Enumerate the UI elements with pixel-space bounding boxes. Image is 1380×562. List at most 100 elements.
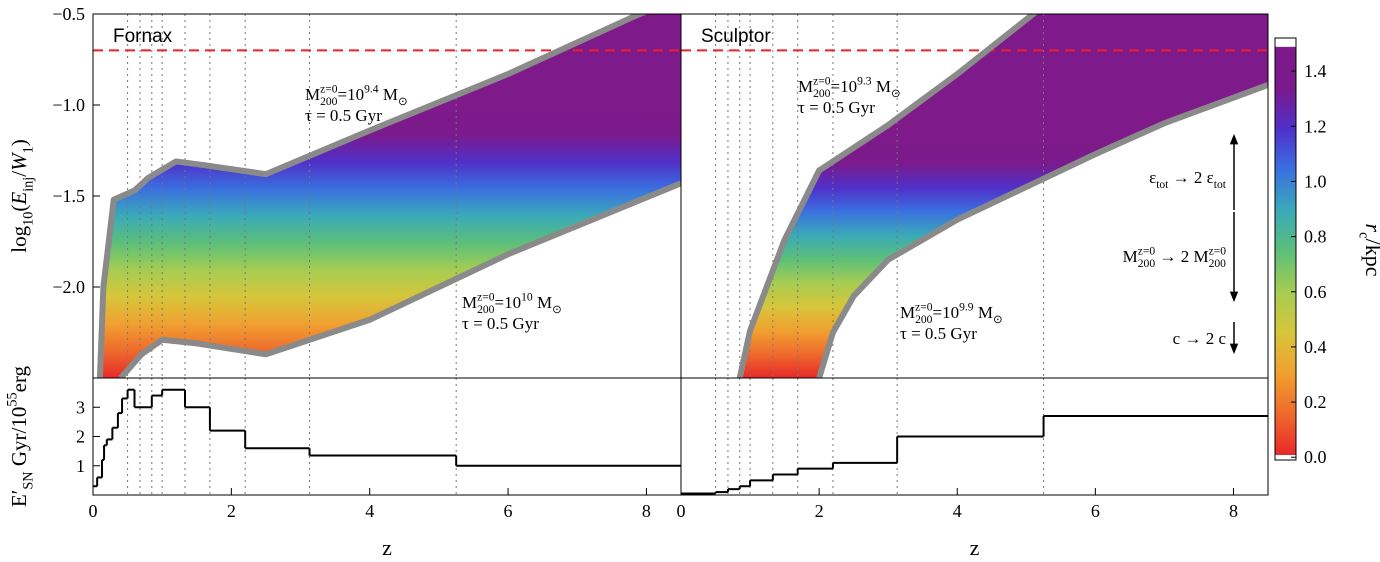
text-part: =10 (495, 293, 522, 312)
annotation-text: ε tot → 2 ε tot (1149, 168, 1227, 191)
text-part: inj (20, 177, 36, 192)
text-part: E′ (7, 490, 31, 507)
text-part: =10 (338, 85, 365, 104)
x-tick-label: 6 (504, 501, 513, 521)
text-part: → 2 ε (1168, 168, 1213, 187)
colorbar-tick-label: 0.0 (1304, 447, 1327, 467)
text-part: 200 (813, 87, 831, 100)
annotation: τ = 0.5 Gyr (900, 324, 977, 343)
x-tick-label: 8 (1229, 501, 1238, 521)
annotation: τ = 0.5 Gyr (305, 106, 382, 125)
x-tick-label: 4 (953, 501, 962, 521)
boundary-line (736, 14, 1039, 378)
colorbar-tick-label: 1.2 (1304, 116, 1327, 136)
text-part: ) (7, 139, 31, 146)
x-tick-label: 0 (677, 501, 686, 521)
text-part: 9.4 (364, 82, 379, 95)
text-part: z=0 (1138, 244, 1156, 257)
text-part: ⊙ (891, 87, 901, 100)
text-part: tot (1214, 178, 1227, 191)
text-part: M (533, 293, 552, 312)
text-part: 9.9 (959, 300, 974, 313)
text-part: M (798, 77, 813, 96)
y-tick-label: 1 (76, 456, 85, 476)
text-part: 55 (5, 392, 21, 406)
text-part: =10 (933, 303, 960, 322)
step-riser (714, 416, 1045, 494)
colorbar-tick-label: 0.2 (1304, 392, 1327, 412)
y-tick-label: 3 (76, 397, 85, 417)
text-part: M (305, 85, 320, 104)
annotation-text: τ = 0.5 Gyr (798, 98, 875, 117)
annotation: τ = 0.5 Gyr (462, 314, 539, 333)
annotation-text: τ = 0.5 Gyr (900, 324, 977, 343)
panel (93, 14, 681, 378)
x-tick-label: 6 (1091, 501, 1100, 521)
colored-region (739, 14, 1268, 378)
text-part: M (900, 303, 915, 322)
text-part: τ = 0.5 Gyr (900, 324, 977, 343)
colorbar-tick-label: 0.8 (1304, 227, 1327, 247)
text-part: c (1355, 232, 1371, 239)
text-part: → 2 M (1155, 247, 1208, 266)
text-part: /kpc (1361, 239, 1380, 277)
colorbar-tick-label: 0.6 (1304, 282, 1327, 302)
text-part: τ = 0.5 Gyr (305, 106, 382, 125)
y-tick-label: 2 (76, 427, 85, 447)
x-tick-label: 4 (365, 501, 374, 521)
text-part: M (872, 77, 891, 96)
text-part: 10 (20, 212, 36, 226)
text-part: ( (7, 205, 31, 212)
boundary-line (118, 180, 681, 378)
text-part: ⊙ (398, 95, 408, 108)
text-part: M (462, 293, 477, 312)
text-part: 200 (1138, 257, 1156, 270)
annotation-text: τ = 0.5 Gyr (462, 314, 539, 333)
text-part: 200 (477, 303, 495, 316)
text-part: ⊙ (993, 313, 1003, 326)
colored-region (99, 14, 681, 378)
panel-title: Fornax (113, 26, 173, 47)
text-part: M (379, 85, 398, 104)
text-part: 200 (915, 313, 933, 326)
colorbar-tick-label: 1.0 (1304, 171, 1327, 191)
text-part: log (7, 225, 31, 252)
text-part: Gyr/10 (7, 407, 31, 472)
x-axis-label: z (970, 535, 980, 560)
colorbar-label-text: rc/kpc (1355, 223, 1380, 276)
text-part: 1 (20, 146, 36, 153)
text-part: z=0 (915, 300, 933, 313)
panel (93, 378, 681, 495)
text-part: 200 (320, 95, 338, 108)
annotation: c → 2 c (1173, 329, 1227, 348)
x-tick-label: 2 (815, 501, 824, 521)
text-part: z=0 (320, 82, 338, 95)
annotation-text: c → 2 c (1173, 329, 1227, 348)
text-part: z=0 (477, 290, 495, 303)
frame (680, 377, 1269, 496)
colorbar-tick-label: 1.4 (1304, 61, 1327, 81)
text-part: E (7, 192, 31, 206)
text-part: ε (1149, 168, 1156, 187)
text-part: 200 (1209, 257, 1227, 270)
annotation: τ = 0.5 Gyr (798, 98, 875, 117)
text-part: W (7, 151, 31, 171)
text-part: z=0 (813, 74, 831, 87)
y-tick-label: −1.5 (52, 186, 85, 206)
frame (92, 377, 682, 496)
boundary-line (96, 14, 649, 378)
text-part: tot (1156, 178, 1169, 191)
x-axis-label: z (382, 535, 392, 560)
